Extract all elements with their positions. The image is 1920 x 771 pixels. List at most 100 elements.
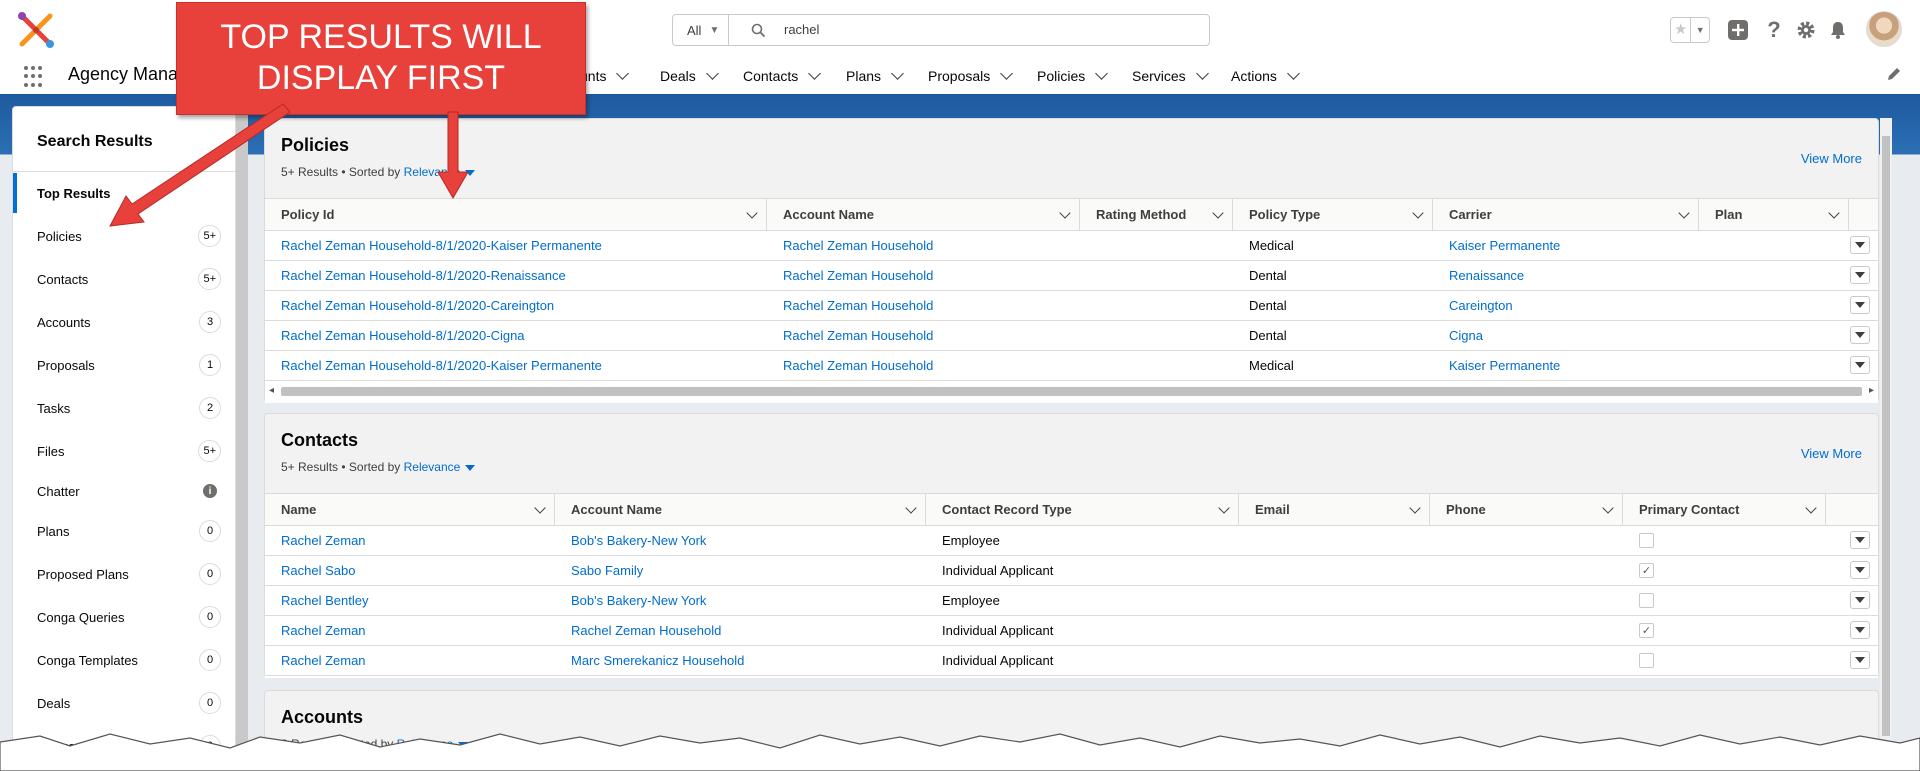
column-header[interactable]: Policy Id — [265, 199, 767, 231]
account-name-link[interactable]: Rachel Zeman Household — [783, 358, 934, 373]
account-name-link[interactable]: Marc Smerekanicz Household — [571, 653, 745, 668]
row-actions-button[interactable] — [1850, 326, 1870, 344]
sidebar-item-chatter[interactable]: Chatter i — [13, 471, 235, 511]
sidebar-item-proposed-plans[interactable]: Proposed Plans 0 — [13, 554, 235, 594]
account-name-link[interactable]: Bob's Bakery-New York — [571, 593, 707, 608]
policy-id-link[interactable]: Rachel Zeman Household-8/1/2020-Renaissa… — [281, 268, 566, 283]
chevron-down-icon[interactable] — [1409, 502, 1421, 514]
policy-id-link[interactable]: Rachel Zeman Household-8/1/2020-Kaiser P… — [281, 358, 602, 373]
chevron-down-icon[interactable] — [1212, 207, 1224, 219]
account-name-link[interactable]: Sabo Family — [571, 563, 644, 578]
sidebar-item-contacts[interactable]: Contacts 5+ — [13, 259, 235, 299]
sidebar-item-plans[interactable]: Plans 0 — [13, 511, 235, 551]
chevron-down-icon[interactable] — [1828, 207, 1840, 219]
account-name-link[interactable]: Rachel Zeman Household — [783, 268, 934, 283]
chevron-down-icon[interactable] — [1805, 502, 1817, 514]
chevron-down-icon[interactable] — [465, 464, 476, 471]
column-header[interactable]: Plan — [1699, 199, 1849, 231]
global-search[interactable]: All ▼ rachel — [672, 14, 1210, 46]
sidebar-item-tasks[interactable]: Tasks 2 — [13, 388, 235, 428]
gear-icon[interactable] — [1794, 18, 1818, 42]
avatar[interactable] — [1866, 11, 1902, 47]
carrier-link[interactable]: Careington — [1449, 298, 1513, 313]
chevron-down-icon[interactable] — [465, 169, 476, 176]
column-header[interactable]: Carrier — [1433, 199, 1699, 231]
chevron-down-icon[interactable] — [1000, 67, 1014, 80]
horizontal-scrollbar[interactable]: ◂ ▸ — [265, 383, 1878, 399]
sidebar-item-accounts[interactable]: Accounts 3 — [13, 302, 235, 342]
account-name-link[interactable]: Rachel Zeman Household — [571, 623, 722, 638]
row-actions-button[interactable] — [1850, 591, 1870, 609]
chevron-down-icon[interactable] — [1095, 67, 1109, 80]
contact-name-link[interactable]: Rachel Zeman — [281, 623, 366, 638]
row-actions-button[interactable] — [1850, 651, 1870, 669]
chevron-down-icon[interactable] — [891, 67, 904, 80]
account-name-link[interactable]: Bob's Bakery-New York — [571, 533, 707, 548]
chevron-down-icon[interactable] — [1678, 207, 1690, 219]
carrier-link[interactable]: Renaissance — [1449, 268, 1525, 283]
view-more-link[interactable]: View More — [1800, 446, 1862, 461]
chevron-down-icon[interactable] — [808, 67, 822, 80]
add-icon[interactable] — [1726, 18, 1750, 42]
row-actions-button[interactable] — [1850, 561, 1870, 579]
chevron-down-icon[interactable] — [1218, 502, 1230, 514]
scrollbar-thumb[interactable] — [281, 387, 1862, 396]
scrollbar-thumb[interactable] — [1882, 136, 1890, 736]
bell-icon[interactable] — [1826, 18, 1850, 42]
nav-item-plans[interactable]: Plans — [846, 58, 904, 94]
row-actions-button[interactable] — [1850, 621, 1870, 639]
sidebar-item-top-results[interactable]: Top Results — [13, 173, 235, 213]
chevron-down-icon[interactable] — [705, 67, 719, 80]
column-header[interactable]: Email — [1239, 494, 1430, 526]
scroll-right-icon[interactable]: ▸ — [1868, 385, 1874, 396]
search-input[interactable]: rachel — [784, 22, 820, 37]
nav-item-services[interactable]: Services — [1132, 58, 1209, 94]
sort-dropdown[interactable]: Relevance — [403, 460, 461, 474]
row-actions-button[interactable] — [1850, 236, 1870, 254]
policy-id-link[interactable]: Rachel Zeman Household-8/1/2020-Careingt… — [281, 298, 555, 313]
column-header[interactable]: Phone — [1430, 494, 1623, 526]
column-header[interactable]: Account Name — [767, 199, 1080, 231]
help-icon[interactable]: ? — [1767, 17, 1781, 42]
view-more-link[interactable]: View More — [1800, 151, 1862, 166]
row-actions-button[interactable] — [1850, 356, 1870, 374]
contact-name-link[interactable]: Rachel Bentley — [281, 593, 369, 608]
chevron-down-icon[interactable]: ▼ — [1690, 18, 1709, 42]
account-name-link[interactable]: Rachel Zeman Household — [783, 238, 934, 253]
nav-item-contacts[interactable]: Contacts — [743, 58, 822, 94]
chevron-down-icon[interactable] — [1412, 207, 1424, 219]
nav-item-accounts[interactable]: unts — [580, 58, 630, 94]
carrier-link[interactable]: Kaiser Permanente — [1449, 358, 1561, 373]
scroll-left-icon[interactable]: ◂ — [269, 385, 275, 396]
row-actions-button[interactable] — [1850, 531, 1870, 549]
pencil-icon[interactable] — [1886, 66, 1902, 82]
sidebar-item-proposals[interactable]: Proposals 1 — [13, 345, 235, 385]
favorites-button[interactable]: ★ ▼ — [1670, 17, 1710, 43]
account-name-link[interactable]: Rachel Zeman Household — [783, 298, 934, 313]
nav-item-policies[interactable]: Policies — [1037, 58, 1109, 94]
nav-item-deals[interactable]: Deals — [660, 58, 719, 94]
row-actions-button[interactable] — [1850, 296, 1870, 314]
sidebar-scrollbar[interactable] — [236, 106, 248, 771]
sidebar-item-policies[interactable]: Policies 5+ — [13, 216, 235, 256]
app-launcher-icon[interactable] — [24, 66, 46, 88]
column-header[interactable]: Policy Type — [1233, 199, 1433, 231]
sidebar-item-deals[interactable]: Deals 0 — [13, 683, 235, 723]
chevron-down-icon[interactable] — [616, 67, 630, 80]
app-logo-icon[interactable] — [16, 10, 56, 50]
search-scope-dropdown[interactable]: All ▼ — [673, 15, 729, 45]
chevron-down-icon[interactable] — [1602, 502, 1614, 514]
info-icon[interactable]: i — [203, 484, 217, 498]
chevron-down-icon[interactable] — [1195, 67, 1209, 80]
account-name-link[interactable]: Rachel Zeman Household — [783, 328, 934, 343]
column-header[interactable]: Contact Record Type — [926, 494, 1239, 526]
chevron-down-icon[interactable] — [1287, 67, 1300, 80]
chevron-down-icon[interactable] — [534, 502, 546, 514]
chevron-down-icon[interactable] — [1059, 207, 1071, 219]
column-header[interactable]: Primary Contact — [1623, 494, 1826, 526]
chevron-down-icon[interactable] — [746, 207, 758, 219]
column-header[interactable]: Rating Method — [1080, 199, 1233, 231]
chevron-down-icon[interactable] — [905, 502, 917, 514]
page-scrollbar[interactable] — [1880, 118, 1892, 771]
column-header[interactable]: Name — [265, 494, 555, 526]
